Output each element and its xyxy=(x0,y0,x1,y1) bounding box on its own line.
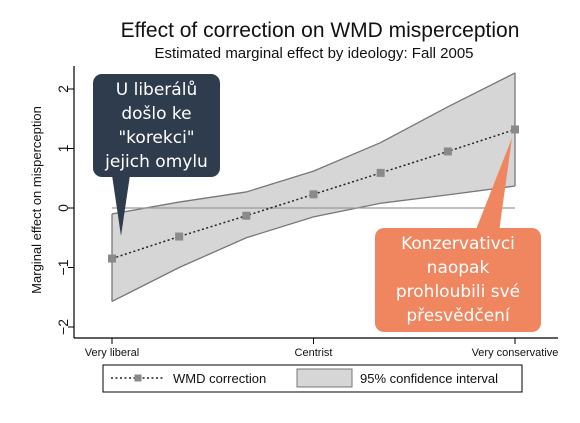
chart-title: Effect of correction on WMD misperceptio… xyxy=(121,19,520,42)
data-point-6 xyxy=(443,147,452,156)
y-tick-label: 2 xyxy=(55,85,71,93)
x-tick-label: Very conservative xyxy=(472,347,559,359)
callout-conservative-line-1: Konzervativci xyxy=(401,234,515,254)
y-tick-label: 0 xyxy=(55,204,71,212)
confidence-band-lower-edge xyxy=(111,185,516,302)
callout-liberal-line-3: "korekci" xyxy=(118,128,195,148)
data-point-5 xyxy=(376,168,385,177)
x-tick-label: Centrist xyxy=(295,347,333,359)
y-tick-label: −1 xyxy=(55,259,71,275)
callout-conservative-line-3: prohloubili své xyxy=(395,282,521,302)
legend-label-series: WMD correction xyxy=(173,371,266,386)
data-point-2 xyxy=(175,232,184,241)
legend: WMD correction 95% confidence interval xyxy=(102,364,523,393)
callout-conservative: Konzervativci naopak prohloubili své pře… xyxy=(375,228,541,332)
data-point-7 xyxy=(511,125,519,134)
callout-conservative-line-2: naopak xyxy=(426,258,490,278)
x-tick-label: Very liberal xyxy=(85,347,139,359)
y-axis-ticks: −2 −1 0 1 2 xyxy=(55,85,74,335)
series-layer xyxy=(108,125,519,263)
callout-right-pointer xyxy=(475,138,512,232)
legend-band-swatch xyxy=(296,368,353,388)
chart-subtitle: Estimated marginal effect by ideology: F… xyxy=(154,45,473,62)
data-point-4 xyxy=(309,190,318,199)
legend-marker-swatch xyxy=(134,374,142,382)
y-tick-label: 1 xyxy=(55,144,71,152)
callout-liberal-line-1: U liberálů xyxy=(115,80,198,100)
plot-frame xyxy=(73,66,558,339)
callout-liberal-line-4: jejich omylu xyxy=(105,152,208,172)
callout-liberal-line-2: došlo ke xyxy=(121,104,192,124)
legend-label-ci: 95% confidence interval xyxy=(360,371,498,386)
confidence-band-upper-edge xyxy=(111,72,516,215)
data-point-1 xyxy=(108,254,116,263)
y-tick-label: −2 xyxy=(55,319,71,335)
x-axis-ticks: Very liberal Centrist Very conservative xyxy=(85,338,559,359)
callout-conservative-line-4: přesvědčení xyxy=(406,306,510,326)
callout-left-pointer xyxy=(112,175,130,236)
data-point-3 xyxy=(242,211,251,220)
callout-liberal: U liberálů došlo ke "korekci" jejich omy… xyxy=(93,74,220,177)
y-axis-label: Marginal effect on misperception xyxy=(29,106,44,294)
confidence-band-area xyxy=(112,72,515,302)
